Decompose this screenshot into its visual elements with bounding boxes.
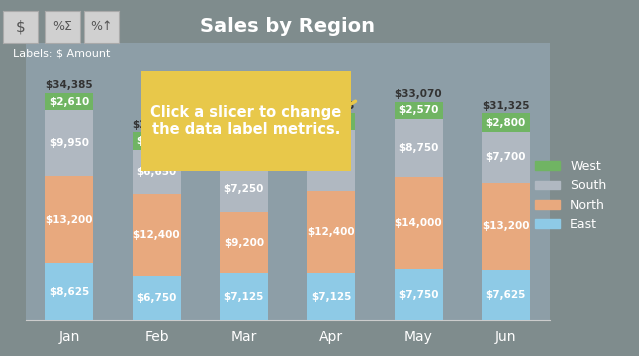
Title: Sales by Region: Sales by Region bbox=[200, 17, 375, 36]
Text: $9,200: $9,200 bbox=[224, 238, 264, 248]
Text: $12,400: $12,400 bbox=[133, 230, 180, 240]
Bar bbox=[394, 102, 443, 119]
Text: Click a slicer to change
the data label metrics.: Click a slicer to change the data label … bbox=[150, 105, 342, 137]
Text: $7,125: $7,125 bbox=[311, 292, 351, 302]
Bar bbox=[220, 147, 268, 164]
Text: $28,450: $28,450 bbox=[133, 120, 180, 130]
Text: %↑: %↑ bbox=[91, 20, 113, 33]
Text: %Σ: %Σ bbox=[52, 20, 72, 33]
Bar bbox=[394, 177, 443, 269]
Bar bbox=[220, 164, 268, 213]
Bar bbox=[220, 213, 268, 273]
Text: $6,650: $6,650 bbox=[137, 167, 176, 177]
Bar bbox=[45, 93, 93, 110]
Bar bbox=[482, 183, 530, 270]
Text: $2,650: $2,650 bbox=[137, 136, 176, 146]
Bar bbox=[394, 119, 443, 177]
Text: $2,800: $2,800 bbox=[486, 117, 526, 127]
Bar bbox=[132, 276, 181, 320]
Text: $8,750: $8,750 bbox=[398, 143, 439, 153]
Bar bbox=[132, 150, 181, 194]
Bar bbox=[45, 110, 93, 176]
Bar bbox=[220, 273, 268, 320]
Text: $7,250: $7,250 bbox=[224, 183, 264, 194]
Text: $33,070: $33,070 bbox=[395, 89, 442, 99]
Text: $9,200: $9,200 bbox=[311, 156, 351, 166]
Text: $7,750: $7,750 bbox=[398, 290, 439, 300]
Bar bbox=[307, 191, 355, 273]
Legend: West, South, North, East: West, South, North, East bbox=[530, 155, 612, 236]
Text: $14,000: $14,000 bbox=[395, 218, 442, 228]
Text: $7,700: $7,700 bbox=[486, 152, 526, 162]
Bar bbox=[307, 114, 355, 131]
Text: $7,625: $7,625 bbox=[486, 290, 526, 300]
Bar bbox=[45, 263, 93, 320]
Text: $13,200: $13,200 bbox=[482, 221, 530, 231]
Text: $7,125: $7,125 bbox=[224, 292, 264, 302]
Bar bbox=[132, 194, 181, 276]
Text: $2,570: $2,570 bbox=[398, 105, 439, 115]
Text: $2,570: $2,570 bbox=[311, 117, 351, 127]
Text: $2,610: $2,610 bbox=[224, 151, 264, 161]
Bar bbox=[132, 132, 181, 150]
Text: $2,610: $2,610 bbox=[49, 97, 89, 107]
Bar bbox=[307, 131, 355, 191]
Bar bbox=[482, 270, 530, 320]
Text: $9,950: $9,950 bbox=[49, 138, 89, 148]
Text: Labels: $ Amount: Labels: $ Amount bbox=[13, 49, 110, 59]
Text: $12,400: $12,400 bbox=[307, 227, 355, 237]
Bar bbox=[45, 176, 93, 263]
Text: $6,750: $6,750 bbox=[136, 293, 177, 303]
Text: $26,185: $26,185 bbox=[220, 135, 268, 145]
Text: $: $ bbox=[16, 19, 26, 34]
Bar bbox=[394, 269, 443, 320]
Bar bbox=[482, 132, 530, 183]
Text: $31,325: $31,325 bbox=[482, 101, 530, 111]
Text: $13,200: $13,200 bbox=[45, 215, 93, 225]
Bar bbox=[482, 113, 530, 132]
Text: $8,625: $8,625 bbox=[49, 287, 89, 297]
Text: $31,295: $31,295 bbox=[307, 101, 355, 111]
Bar bbox=[307, 273, 355, 320]
Text: $34,385: $34,385 bbox=[45, 80, 93, 90]
